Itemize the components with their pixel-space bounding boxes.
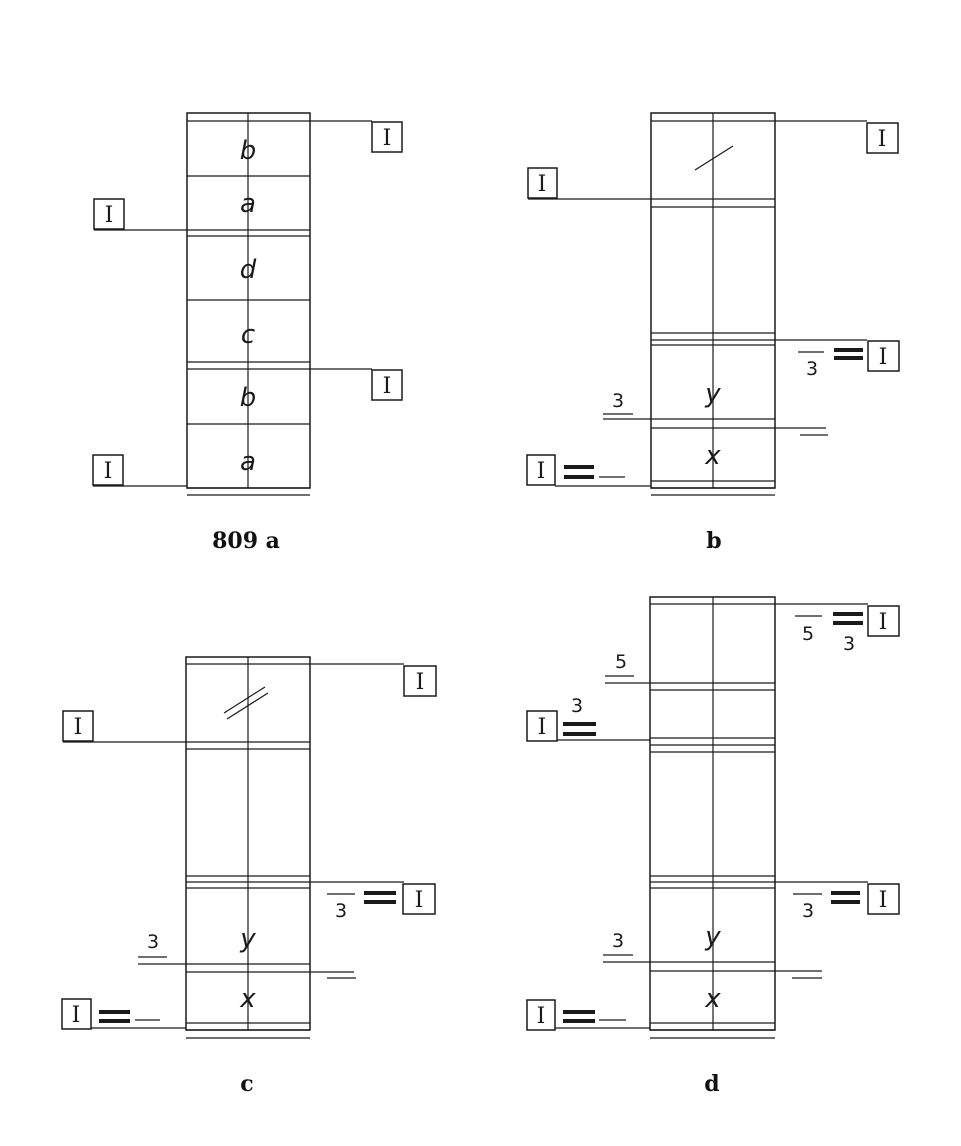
- panel-d-box-bottom-left: I: [526, 999, 556, 1031]
- svg-text:I: I: [105, 203, 114, 228]
- panel-c-box-upper-left: I: [62, 710, 94, 742]
- svg-text:I: I: [416, 670, 425, 695]
- svg-text:I: I: [538, 715, 547, 740]
- panel-b: y x I I 3 I 3 I: [526, 112, 900, 554]
- panel-d-cell-y: y: [704, 922, 721, 952]
- panel-a: b a d c b a I I I I 809 a: [92, 112, 403, 554]
- svg-text:I: I: [879, 888, 888, 913]
- panel-d-column: [649, 596, 776, 1031]
- panel-b-number-right: 3: [806, 358, 818, 380]
- panel-a-box-lower-right: I: [371, 369, 403, 401]
- panel-b-caption: b: [706, 528, 721, 554]
- svg-text:I: I: [537, 459, 546, 484]
- panel-a-cell-2: a: [240, 189, 256, 219]
- panel-a-cell-5: b: [240, 383, 257, 413]
- panel-a-box-bottom-left: I: [92, 454, 124, 486]
- panel-d-box-top-right: I: [867, 605, 900, 637]
- panel-d-number-top-right-5: 5: [802, 623, 814, 645]
- panel-a-cell-6: a: [240, 447, 256, 477]
- panel-c: y x I I 3 I 3 I: [61, 656, 437, 1097]
- panel-a-caption: 809 a: [212, 528, 280, 554]
- panel-a-cell-3: d: [240, 255, 257, 285]
- svg-text:I: I: [383, 374, 392, 399]
- panel-b-box-top-right: I: [866, 122, 899, 154]
- panel-b-box-bottom-left: I: [526, 454, 556, 486]
- panel-a-cell-1: b: [240, 136, 257, 166]
- panel-d-box-mid-right: I: [867, 883, 900, 915]
- panel-c-column: [185, 656, 311, 1031]
- svg-text:I: I: [879, 345, 888, 370]
- panel-c-number-left: 3: [147, 931, 159, 953]
- panel-c-box-mid-right: I: [402, 883, 436, 915]
- panel-c-box-top-right: I: [403, 665, 437, 697]
- svg-text:I: I: [383, 126, 392, 151]
- panel-a-cell-4: c: [241, 320, 255, 350]
- panel-c-cell-x: x: [239, 984, 256, 1014]
- panel-c-box-bottom-left: I: [61, 998, 92, 1030]
- svg-text:I: I: [538, 172, 547, 197]
- panel-d: y x 5 3 I 5 3 I 3 I: [526, 596, 900, 1097]
- svg-text:I: I: [878, 127, 887, 152]
- panel-c-number-right: 3: [335, 900, 347, 922]
- svg-text:I: I: [415, 888, 424, 913]
- panel-d-number-right-3: 3: [802, 900, 814, 922]
- panel-d-number-top-right-3: 3: [843, 633, 855, 655]
- panel-b-box-mid-right: I: [867, 340, 900, 372]
- panel-d-number-left-5: 5: [615, 651, 627, 673]
- panel-c-cell-y: y: [239, 924, 256, 954]
- panel-b-box-upper-left: I: [527, 167, 558, 199]
- svg-text:I: I: [879, 610, 888, 635]
- panel-c-caption: c: [240, 1071, 253, 1097]
- panel-b-cell-y: y: [704, 379, 721, 409]
- svg-text:I: I: [72, 1003, 81, 1028]
- panel-a-column: [186, 112, 311, 496]
- panel-d-cell-x: x: [704, 984, 721, 1014]
- svg-text:I: I: [74, 715, 83, 740]
- panel-b-number-left: 3: [612, 390, 624, 412]
- panel-d-number-left-3-lower: 3: [612, 930, 624, 952]
- panel-a-box-top-right: I: [371, 121, 403, 153]
- panel-b-cell-x: x: [704, 441, 721, 471]
- panel-d-number-left-3-upper: 3: [571, 695, 583, 717]
- panel-d-box-upper-left: I: [526, 710, 558, 742]
- panel-a-box-upper-left: I: [93, 198, 125, 230]
- svg-text:I: I: [104, 459, 113, 484]
- panel-c-double-slash-mark: [223, 686, 269, 720]
- panel-b-slash-mark: [694, 145, 734, 171]
- svg-text:I: I: [537, 1004, 546, 1029]
- panel-b-column: [650, 112, 776, 489]
- panel-d-caption: d: [704, 1071, 719, 1097]
